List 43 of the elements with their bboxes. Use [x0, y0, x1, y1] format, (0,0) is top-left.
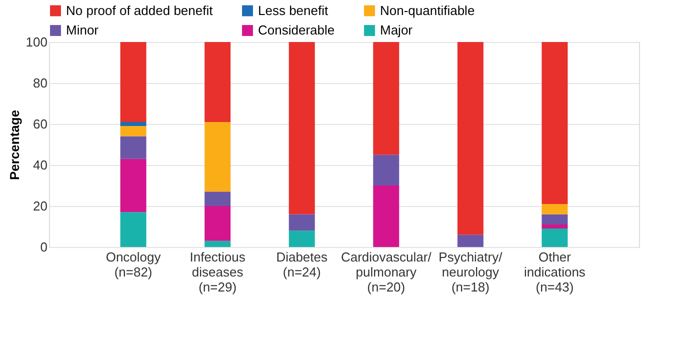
y-tick-label: 80	[33, 76, 48, 90]
bar	[204, 122, 231, 192]
bar	[120, 42, 146, 122]
y-tick-label: 0	[40, 240, 48, 254]
bar	[204, 42, 231, 122]
legend-label: Non-quantifiable	[380, 2, 475, 18]
bar	[288, 42, 315, 214]
bar	[120, 158, 146, 212]
legend-label: No proof of added benefit	[66, 2, 214, 18]
bar	[373, 42, 400, 155]
y-tick-label: 100	[26, 34, 48, 50]
y-tick-label: 40	[33, 158, 48, 172]
x-tick-label: Infectious diseases (n=29)	[190, 250, 246, 294]
x-tick-label: Cardiovascular/ pulmonary (n=20)	[340, 250, 432, 294]
bar	[457, 42, 484, 235]
x-tick-label: Other indications (n=43)	[524, 250, 586, 294]
x-tick-label: Oncology (n=82)	[106, 250, 162, 280]
legend-label: Considerable	[258, 22, 335, 38]
bar	[288, 214, 315, 231]
bar	[542, 214, 568, 224]
bar	[542, 228, 568, 247]
x-tick-label: Psychiatry/ neurology (n=18)	[438, 250, 503, 294]
bar	[204, 206, 231, 241]
legend-label: Less benefit	[258, 2, 328, 18]
legend-label: Minor	[66, 22, 100, 38]
bar	[373, 186, 400, 247]
y-tick-label: 60	[33, 116, 48, 132]
bar	[542, 42, 568, 204]
bar	[542, 224, 568, 229]
bar	[288, 230, 315, 247]
bar	[120, 126, 146, 136]
x-tick-label: Diabetes (n=24)	[276, 250, 328, 280]
bar	[120, 212, 146, 247]
bar	[120, 122, 146, 126]
bar	[204, 192, 231, 206]
bar	[373, 154, 400, 186]
bar	[542, 204, 568, 214]
bar	[204, 240, 231, 247]
y-axis-title: Percentage	[6, 110, 22, 180]
legend-label: Major	[380, 22, 414, 38]
bar	[457, 234, 484, 247]
bar	[120, 136, 146, 159]
y-tick-label: 20	[33, 198, 48, 214]
